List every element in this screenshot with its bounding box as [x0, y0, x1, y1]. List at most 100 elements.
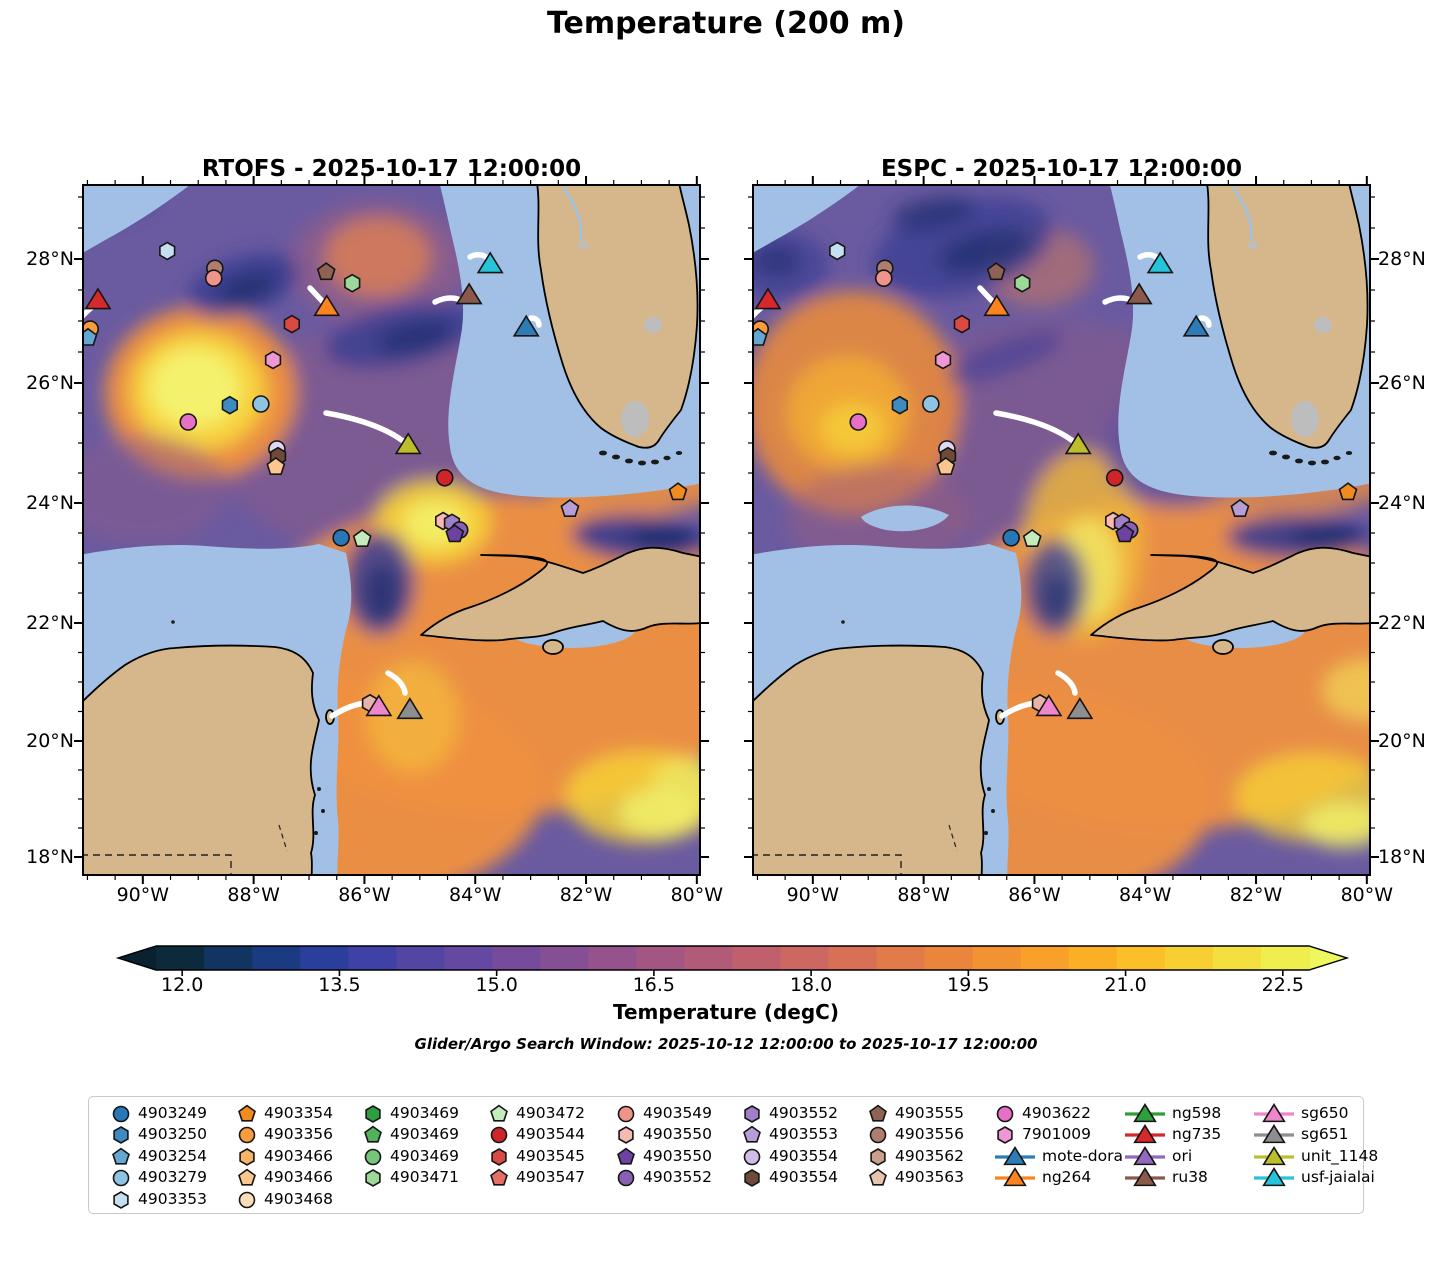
colorbar-segment [1164, 946, 1214, 970]
colorbar-tick-label: 19.5 [947, 974, 990, 996]
legend-label: 4903552 [769, 1103, 839, 1122]
legend-usf-jaialai-icon [1262, 1167, 1286, 1187]
legend-item: 4903547 [489, 1167, 585, 1189]
triangle-marker-icon [995, 1167, 1035, 1187]
triangle-marker-icon [1125, 1167, 1165, 1187]
hexagon-marker-icon [618, 1126, 634, 1145]
map-content [753, 185, 1370, 875]
colorbar-tick-label: 15.0 [475, 974, 518, 996]
legend-4903466-icon [239, 1147, 255, 1166]
platform-markers [753, 241, 1358, 720]
circle-marker-icon [617, 1105, 635, 1123]
marker-4903555 [316, 262, 336, 281]
lon-tick-label: 86°W [1008, 884, 1061, 906]
legend-item: 4903469 [363, 1124, 459, 1146]
legend-item: 4903250 [111, 1124, 207, 1146]
legend-4903554-icon [743, 1148, 761, 1166]
triangle-marker-icon [1125, 1102, 1165, 1122]
marker-4903622 [849, 413, 868, 431]
map-rtofs [74, 176, 709, 884]
legend-label: 4903356 [264, 1125, 334, 1144]
pentagon-marker-icon [490, 1168, 508, 1186]
legend-label: unit_1148 [1301, 1146, 1379, 1165]
legend-item: 4903554 [742, 1167, 838, 1189]
legend-4903545-icon [491, 1147, 507, 1166]
hexagon-marker-icon [744, 1104, 760, 1123]
lon-tick-label: 88°W [227, 884, 280, 906]
legend-4903472-icon [490, 1104, 508, 1122]
legend-4903466-icon [238, 1168, 256, 1186]
legend-item: ng598 [1125, 1102, 1221, 1124]
colorbar-segment [492, 946, 542, 970]
usf-jaialai-track [1137, 252, 1159, 260]
circle-marker-icon [112, 1169, 130, 1187]
lat-tick-label-left: 28°N [26, 248, 74, 270]
legend-item: 4903249 [111, 1102, 207, 1124]
colorbar-tick-label: 13.5 [318, 974, 361, 996]
legend-column: sg650 sg651 unit_1148 usf-jaialai [1254, 1102, 1378, 1188]
ru38-track [432, 295, 461, 305]
marker-7901009 [934, 350, 952, 370]
colorbar-segment [348, 946, 397, 970]
legend-4903544-icon [490, 1126, 508, 1144]
pentagon-marker-icon [743, 1125, 761, 1143]
legend-label: ori [1172, 1146, 1193, 1165]
legend-4903622-icon [996, 1105, 1014, 1123]
legend-label: 4903468 [264, 1189, 334, 1208]
legend-item: 4903466 [237, 1145, 333, 1167]
legend-ng264-icon [1003, 1167, 1027, 1187]
hexagon-marker-icon [113, 1126, 129, 1145]
legend-label: 4903622 [1022, 1103, 1092, 1122]
legend-column: 4903472 4903544 4903545 4903547 [489, 1102, 585, 1188]
sg651-track [385, 670, 408, 696]
hexagon-marker-icon [365, 1169, 381, 1188]
legend-item: 4903466 [237, 1167, 333, 1189]
marker-4903471 [1014, 273, 1031, 293]
legend-ru38-icon [1133, 1167, 1157, 1187]
legend-4903553-icon [743, 1125, 761, 1143]
pentagon-marker-icon [490, 1104, 508, 1122]
legend-label: 4903552 [643, 1168, 713, 1187]
circle-marker-icon [238, 1126, 256, 1144]
legend-item: ru38 [1125, 1167, 1221, 1189]
marker-4903544 [1105, 468, 1124, 487]
legend-item: 4903553 [742, 1124, 838, 1146]
legend-item: 4903354 [237, 1102, 333, 1124]
lat-tick-label-right: 18°N [1378, 846, 1426, 868]
pentagon-marker-icon [112, 1147, 130, 1165]
legend-column: 4903555 4903556 4903562 4903563 [868, 1102, 964, 1188]
colorbar-tick-label: 16.5 [632, 974, 676, 996]
lon-tick-label: 86°W [338, 884, 391, 906]
legend-4903549-icon [617, 1105, 635, 1123]
hexagon-marker-icon [365, 1104, 381, 1123]
unit-1148-track [993, 410, 1076, 444]
legend-4903552-icon [744, 1104, 760, 1123]
pentagon-marker-icon [869, 1104, 887, 1122]
legend-4903279-icon [112, 1169, 130, 1187]
legend-column: 4903549 4903550 4903550 4903552 [616, 1102, 712, 1188]
marker-sg650 [1035, 694, 1063, 717]
legend-label: 4903279 [138, 1168, 208, 1187]
legend-label: 4903554 [769, 1146, 839, 1165]
ru38-track [1102, 295, 1131, 305]
legend-4903552-icon [617, 1169, 635, 1187]
map-espc [744, 176, 1379, 884]
triangle-marker-icon [1125, 1145, 1165, 1165]
pentagon-marker-icon [869, 1168, 887, 1186]
legend-item: 4903550 [616, 1145, 712, 1167]
colorbar-title: Temperature (degC) [613, 1000, 839, 1024]
marker-4903466 [266, 457, 286, 476]
colorbar-segment [1068, 946, 1118, 970]
marker-4903250 [221, 395, 238, 415]
marker-mote-dora [1182, 314, 1210, 337]
sg651-track [1055, 670, 1078, 696]
marker-7901009 [264, 350, 282, 370]
legend-label: sg650 [1301, 1103, 1349, 1122]
marker-ng264 [983, 294, 1011, 317]
marker-4903550 [1115, 524, 1135, 543]
colorbar-segment [732, 946, 782, 970]
marker-sg651 [396, 697, 424, 720]
legend-label: 4903553 [769, 1125, 839, 1144]
legend-4903353-icon [113, 1190, 129, 1209]
usf-jaialai-track [467, 252, 489, 260]
